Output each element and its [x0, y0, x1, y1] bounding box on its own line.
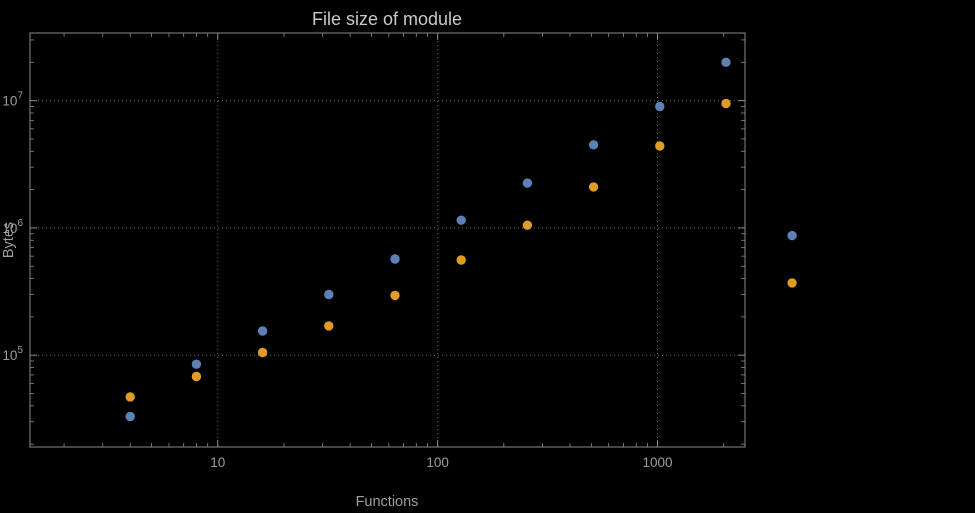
data-point-series-2-orange	[390, 290, 400, 301]
x-tick-label: 10	[210, 455, 225, 470]
data-point-series-1-blue	[721, 57, 731, 67]
data-point-series-1-blue	[456, 215, 466, 225]
data-point-series-1-blue	[125, 411, 135, 422]
gridlines	[30, 33, 745, 447]
y-axis-label: Bytes	[1, 222, 17, 258]
data-point-series-2-orange	[324, 321, 334, 331]
data-point-series-1-blue	[588, 140, 599, 150]
tick-labels: 10 100 1000 105 106 107	[2, 91, 672, 470]
data-point-series-2-orange	[257, 347, 268, 358]
data-point-series-1-blue	[655, 101, 665, 112]
data-point-series-1-blue	[522, 178, 533, 188]
frame-rect	[29, 32, 746, 448]
data-point-series-2-orange	[655, 141, 665, 151]
data-point-series-2-orange	[588, 182, 599, 192]
data-point-series-2-orange	[787, 278, 797, 288]
x-axis-label: Functions	[356, 494, 419, 510]
data-point-series-1-blue	[390, 254, 400, 264]
plot-frame	[29, 32, 746, 448]
chart-title: File size of module	[312, 9, 462, 29]
data-point-series-2-orange	[522, 220, 533, 230]
y-tick-label: 106	[2, 218, 23, 236]
data-point-series-2-orange	[125, 392, 135, 402]
y-tick-label: 105	[2, 345, 23, 363]
axis-ticks	[30, 33, 745, 447]
x-tick-label: 100	[426, 455, 449, 470]
data-point-series-2-orange	[191, 371, 202, 382]
x-tick-label: 1000	[642, 455, 672, 470]
data-point-series-2-orange	[456, 255, 466, 265]
data-points	[125, 57, 797, 422]
data-point-series-2-orange	[721, 98, 731, 109]
data-point-series-1-blue	[787, 230, 797, 241]
data-point-series-1-blue	[257, 326, 268, 336]
y-tick-label: 107	[2, 91, 23, 109]
data-point-series-1-blue	[191, 359, 202, 369]
data-point-series-1-blue	[324, 289, 334, 300]
